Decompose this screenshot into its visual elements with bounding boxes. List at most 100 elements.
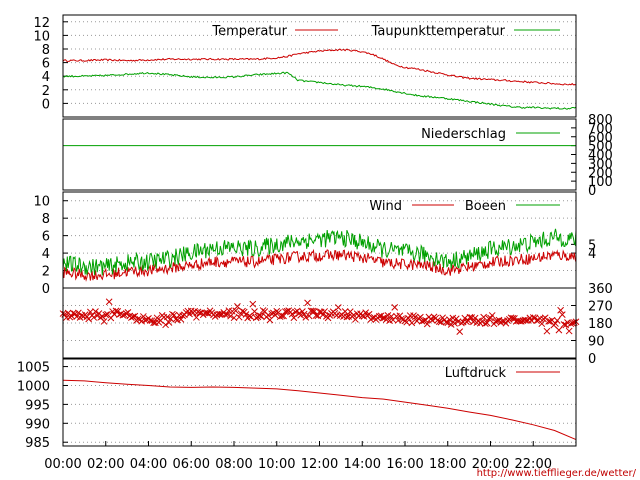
pressure-y-tick-label: 990 [25, 417, 50, 432]
legend-label: Temperatur [211, 24, 287, 39]
wind-direction-marker [341, 308, 349, 315]
pressure-y-tick-label: 985 [25, 436, 50, 451]
wind-direction-marker [266, 316, 274, 324]
legend-label: Luftdruck [445, 366, 507, 381]
precipitation-right-tick-label: 400 [588, 149, 613, 164]
wind-direction-marker [249, 300, 257, 308]
wind-direction-marker [309, 307, 317, 315]
wind-direction-marker [557, 306, 564, 314]
wind-direction-marker [319, 311, 327, 319]
wind-direction-marker [177, 316, 185, 323]
wind-direction-right-tick-label: 180 [588, 317, 613, 332]
credit-url: http://www.tiefflieger.de/wetter/ [477, 468, 637, 479]
precipitation-right-tick-label: 100 [588, 175, 613, 190]
wind-direction-marker [379, 314, 387, 322]
precipitation-right-tick-label: 700 [588, 122, 613, 137]
wind-direction-marker [170, 311, 178, 319]
x-tick-label: 06:00 [173, 457, 210, 472]
x-tick-label: 08:00 [215, 457, 252, 472]
wind-series-line [62, 248, 577, 282]
wind-direction-marker [304, 299, 311, 307]
wind-direction-marker [334, 304, 342, 311]
wind-direction-marker [543, 327, 551, 335]
wind-direction-marker [75, 309, 82, 317]
wind-direction-marker [124, 309, 132, 316]
wind-direction-marker [394, 317, 402, 324]
wind-direction-marker [268, 310, 275, 318]
wind-direction-marker [493, 317, 501, 325]
wind-direction-marker [264, 311, 272, 319]
pressure-y-tick-label: 995 [25, 398, 50, 413]
wind-direction-marker [146, 317, 154, 324]
x-tick-label: 18:00 [429, 457, 466, 472]
wind-direction-marker [387, 313, 395, 320]
pressure-series-line [62, 379, 577, 441]
pressure-y-tick-label: 1005 [17, 361, 50, 376]
wind-direction-marker [235, 313, 243, 321]
wind-direction-marker [552, 320, 559, 327]
x-tick-label: 10:00 [258, 457, 295, 472]
wind-direction-marker [456, 328, 464, 335]
wind-direction-marker [90, 314, 98, 321]
temperature-series-line [62, 71, 577, 110]
wind-direction-marker [411, 313, 419, 321]
x-tick-label: 02:00 [87, 457, 124, 472]
wind-direction-marker [100, 318, 108, 325]
wind-direction-marker [488, 312, 496, 319]
wind-direction-marker [196, 309, 204, 317]
wind-direction-marker [558, 311, 566, 318]
wind-direction-marker [232, 307, 240, 315]
wind-direction-frame [62, 287, 577, 359]
wind-direction-marker [292, 308, 299, 316]
wind-direction-marker [454, 318, 462, 326]
wind-direction-marker [569, 319, 576, 327]
wind-direction-marker [92, 308, 99, 315]
temperature-y-tick-label: 10 [33, 29, 50, 44]
wind-direction-marker [169, 310, 176, 318]
legend-label: Niederschlag [421, 127, 506, 142]
temperature-y-tick-label: 6 [42, 57, 50, 72]
x-tick-label: 22:00 [515, 457, 552, 472]
wind-direction-marker [105, 298, 113, 306]
precipitation-right-tick-label: 500 [588, 140, 613, 155]
wind-direction-marker [203, 309, 210, 317]
wind-direction-marker [553, 317, 561, 324]
pressure-y-tick-label: 1000 [17, 379, 50, 394]
wind-y-tick-label: 8 [42, 212, 50, 227]
wind-direction-marker [128, 314, 135, 321]
temperature-y-tick-label: 0 [42, 97, 50, 112]
wind-direction-marker [560, 321, 568, 328]
wind-direction-marker [288, 310, 296, 318]
wind-direction-marker [134, 315, 142, 323]
wind-direction-right-tick-label: 270 [588, 300, 613, 315]
wind-direction-marker [437, 318, 445, 326]
wind-direction-marker [391, 303, 399, 311]
wind-direction-marker [271, 311, 279, 319]
wind-direction-marker [446, 316, 453, 324]
wind-direction-marker [165, 319, 173, 326]
wind-direction-marker [517, 318, 525, 325]
wind-direction-marker [98, 313, 106, 320]
legend-label: Boeen [465, 199, 506, 214]
wind-direction-marker [119, 311, 127, 319]
wind-direction-marker [523, 316, 530, 324]
wind-direction-marker [369, 314, 376, 322]
wind-direction-marker [247, 313, 255, 321]
wind-direction-marker [511, 314, 518, 322]
wind-y-tick-label: 6 [42, 230, 50, 245]
temperature-frame [62, 14, 577, 118]
x-tick-label: 14:00 [344, 457, 381, 472]
wind-direction-right-tick-label: 360 [588, 282, 613, 297]
temperature-y-tick-label: 8 [42, 43, 50, 58]
wind-direction-marker [251, 308, 258, 315]
wind-direction-marker [153, 314, 161, 322]
wind-direction-marker [223, 311, 231, 318]
temperature-series-line [62, 48, 577, 86]
wind-y-tick-label: 0 [42, 282, 50, 297]
wind-direction-marker [555, 326, 563, 334]
wind-y-tick-label: 4 [42, 247, 50, 262]
wind-direction-marker [162, 321, 169, 329]
legend-label: Taupunkttemperatur [371, 24, 506, 39]
wind-direction-marker [442, 318, 450, 326]
